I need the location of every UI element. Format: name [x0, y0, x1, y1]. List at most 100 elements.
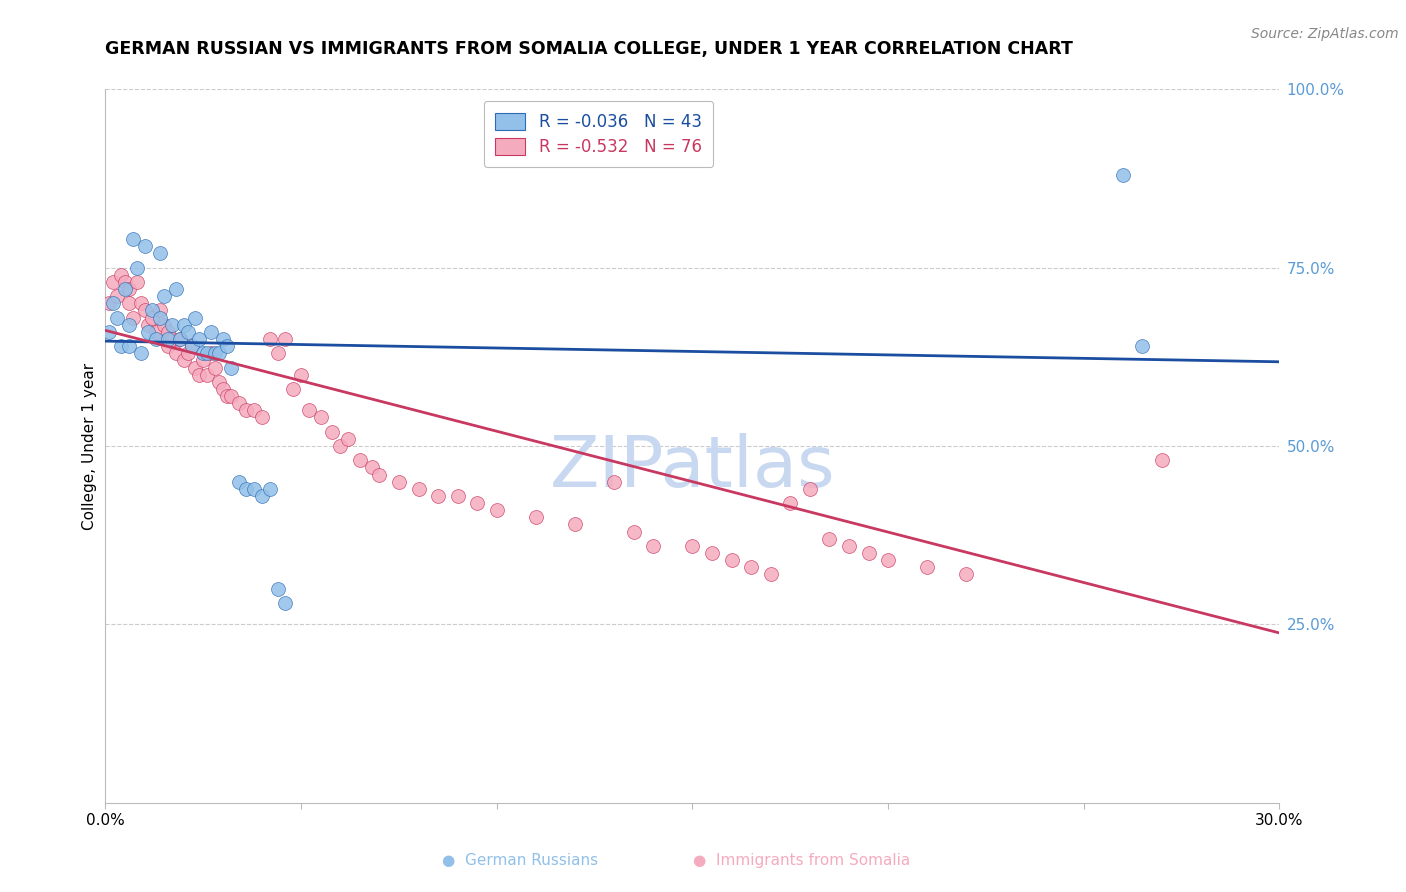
Y-axis label: College, Under 1 year: College, Under 1 year: [82, 362, 97, 530]
Point: [1112, 168, 1135, 182]
Point: [153, 289, 176, 303]
Point: [195, 368, 218, 382]
Point: [121, 310, 143, 325]
Point: [138, 318, 160, 332]
Point: [740, 560, 762, 574]
Point: [759, 567, 782, 582]
Point: [799, 482, 821, 496]
Text: ●  Immigrants from Somalia: ● Immigrants from Somalia: [693, 854, 910, 868]
Point: [114, 275, 136, 289]
Point: [180, 339, 202, 353]
Point: [180, 339, 202, 353]
Point: [250, 410, 273, 425]
Point: [157, 332, 180, 346]
Point: [134, 303, 156, 318]
Point: [200, 325, 222, 339]
Point: [266, 582, 288, 596]
Point: [129, 346, 152, 360]
Point: [360, 460, 382, 475]
Point: [103, 296, 125, 310]
Point: [193, 353, 215, 368]
Point: [105, 289, 128, 303]
Point: [193, 346, 215, 360]
Point: [228, 475, 250, 489]
Point: [204, 360, 226, 375]
Point: [211, 382, 233, 396]
Point: [118, 282, 141, 296]
Point: [603, 475, 626, 489]
Point: [259, 482, 281, 496]
Legend: R = -0.036   N = 43, R = -0.532   N = 76: R = -0.036 N = 43, R = -0.532 N = 76: [484, 101, 713, 168]
Point: [138, 325, 160, 339]
Point: [243, 482, 266, 496]
Point: [169, 332, 191, 346]
Point: [215, 389, 238, 403]
Point: [368, 467, 391, 482]
Point: [118, 296, 141, 310]
Text: Source: ZipAtlas.com: Source: ZipAtlas.com: [1251, 27, 1399, 41]
Point: [208, 346, 231, 360]
Point: [259, 332, 281, 346]
Point: [427, 489, 450, 503]
Point: [118, 339, 141, 353]
Point: [290, 368, 312, 382]
Point: [110, 339, 132, 353]
Point: [524, 510, 547, 524]
Point: [188, 332, 211, 346]
Point: [700, 546, 723, 560]
Point: [125, 275, 148, 289]
Point: [219, 360, 242, 375]
Point: [105, 310, 128, 325]
Text: ●  German Russians: ● German Russians: [441, 854, 599, 868]
Point: [250, 489, 273, 503]
Point: [208, 375, 231, 389]
Point: [145, 325, 167, 339]
Point: [169, 332, 191, 346]
Point: [98, 325, 121, 339]
Point: [141, 303, 163, 318]
Point: [184, 310, 207, 325]
Point: [211, 332, 233, 346]
Point: [915, 560, 938, 574]
Point: [485, 503, 508, 517]
Point: [184, 360, 207, 375]
Point: [337, 432, 360, 446]
Text: ZIPatlas: ZIPatlas: [550, 433, 835, 502]
Point: [195, 346, 218, 360]
Point: [110, 268, 132, 282]
Point: [274, 596, 297, 610]
Point: [321, 425, 343, 439]
Point: [283, 382, 305, 396]
Text: GERMAN RUSSIAN VS IMMIGRANTS FROM SOMALIA COLLEGE, UNDER 1 YEAR CORRELATION CHAR: GERMAN RUSSIAN VS IMMIGRANTS FROM SOMALI…: [105, 40, 1073, 58]
Point: [157, 339, 180, 353]
Point: [149, 303, 172, 318]
Point: [838, 539, 860, 553]
Point: [176, 325, 198, 339]
Point: [564, 517, 586, 532]
Point: [160, 318, 183, 332]
Point: [235, 403, 257, 417]
Point: [219, 389, 242, 403]
Point: [118, 318, 141, 332]
Point: [145, 332, 167, 346]
Point: [329, 439, 352, 453]
Point: [818, 532, 841, 546]
Point: [298, 403, 321, 417]
Point: [877, 553, 900, 567]
Point: [114, 282, 136, 296]
Point: [235, 482, 257, 496]
Point: [188, 368, 211, 382]
Point: [160, 332, 183, 346]
Point: [681, 539, 703, 553]
Point: [228, 396, 250, 410]
Point: [643, 539, 665, 553]
Point: [266, 346, 288, 360]
Point: [465, 496, 488, 510]
Point: [858, 546, 880, 560]
Point: [165, 282, 187, 296]
Point: [149, 310, 172, 325]
Point: [243, 403, 266, 417]
Point: [173, 318, 195, 332]
Point: [720, 553, 742, 567]
Point: [125, 260, 148, 275]
